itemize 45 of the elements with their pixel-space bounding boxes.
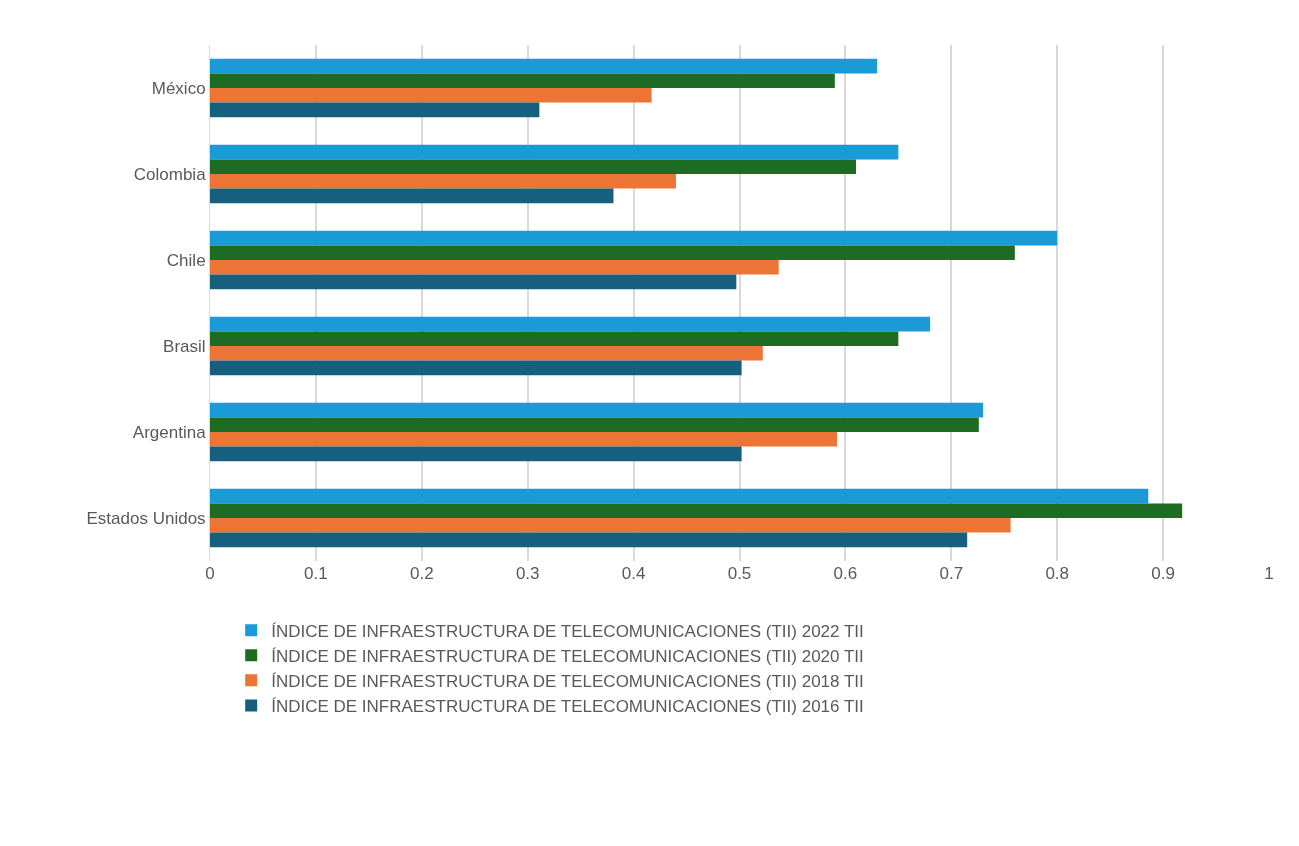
y-tick-label: Colombia xyxy=(133,164,207,184)
bar xyxy=(210,58,878,74)
x-tick-label: 0.4 xyxy=(621,564,646,583)
x-tick-label: 0.8 xyxy=(1045,564,1070,583)
bar xyxy=(210,432,837,447)
x-tick-label: 0.2 xyxy=(409,564,434,583)
x-tick-label: 0 xyxy=(205,564,215,583)
bar xyxy=(210,518,1011,533)
legend-label: ÍNDICE DE INFRAESTRUCTURA DE TELECOMUNICACIONES (TII) 2020 TII xyxy=(271,646,864,666)
y-tick-label: Estados Unidos xyxy=(86,508,206,528)
bar xyxy=(210,316,931,332)
bar xyxy=(210,188,614,204)
bar xyxy=(210,346,763,361)
y-tick-label: Argentina xyxy=(132,422,207,442)
bar xyxy=(210,144,899,160)
bar xyxy=(210,532,968,548)
bar xyxy=(210,360,742,376)
legend-label: ÍNDICE DE INFRAESTRUCTURA DE TELECOMUNICACIONES (TII) 2016 TII xyxy=(271,697,864,717)
x-tick-label: 0.5 xyxy=(727,564,752,583)
bar xyxy=(210,159,856,174)
bar xyxy=(210,73,835,88)
y-tick-label: Brasil xyxy=(163,336,206,356)
bar xyxy=(210,446,742,462)
bar xyxy=(210,274,737,290)
bar xyxy=(210,503,1183,518)
bar xyxy=(210,488,1149,504)
bar xyxy=(210,245,1015,260)
bar xyxy=(210,88,652,103)
y-tick-label: Chile xyxy=(166,250,206,270)
x-tick-label: 0.7 xyxy=(939,564,964,583)
x-tick-label: 0.6 xyxy=(833,564,858,583)
bar xyxy=(210,230,1058,246)
bar xyxy=(210,174,676,189)
y-tick-label: México xyxy=(151,78,206,98)
x-tick-label: 1 xyxy=(1264,564,1274,583)
bar xyxy=(210,102,540,118)
x-tick-label: 0.9 xyxy=(1151,564,1175,583)
legend-label: ÍNDICE DE INFRAESTRUCTURA DE TELECOMUNICACIONES (TII) 2022 TII xyxy=(271,621,864,641)
bar xyxy=(210,260,779,275)
x-tick-label: 0.1 xyxy=(304,564,328,583)
bar xyxy=(210,417,979,432)
bar xyxy=(210,402,984,418)
legend-label: ÍNDICE DE INFRAESTRUCTURA DE TELECOMUNICACIONES (TII) 2018 TII xyxy=(271,671,864,691)
bar xyxy=(210,331,899,346)
x-tick-label: 0.3 xyxy=(515,564,540,583)
